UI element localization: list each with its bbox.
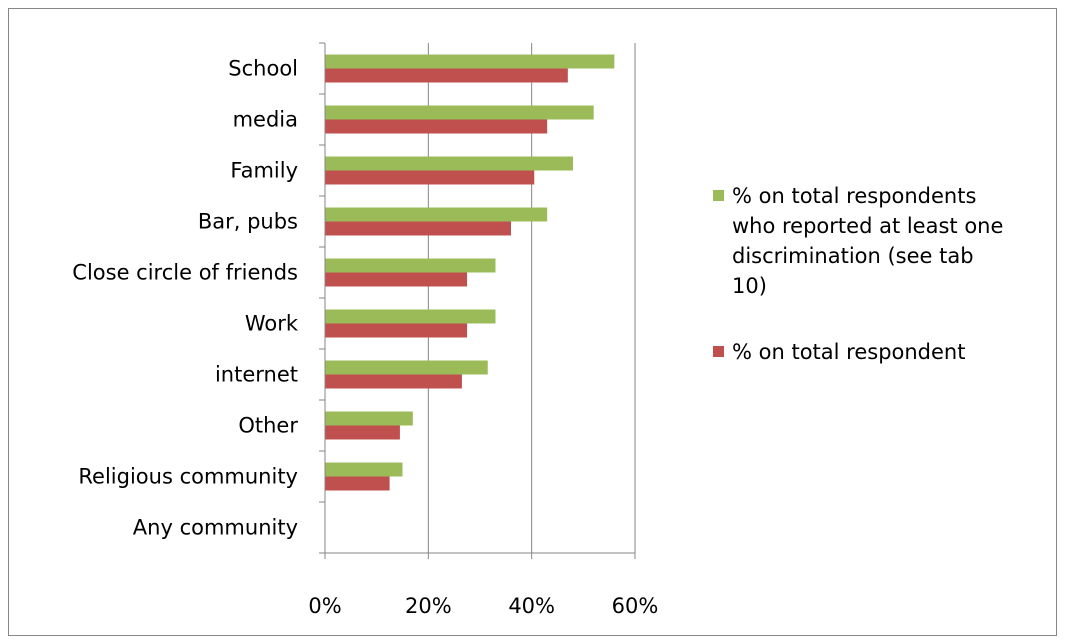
category-label: School [228, 57, 298, 81]
category-label: Religious community [78, 465, 298, 489]
category-label: Other [238, 414, 298, 438]
legend-entry: % on total respondents who reported at le… [732, 184, 1003, 298]
bar [325, 207, 548, 222]
bar [325, 258, 496, 273]
x-tick-label: 0% [308, 594, 341, 618]
axes [319, 42, 636, 559]
bar [325, 221, 511, 236]
bar [325, 462, 403, 477]
bar [325, 309, 496, 324]
legend-entry: % on total respondent [732, 340, 965, 364]
x-tick-label: 40% [508, 594, 555, 618]
bar [325, 323, 468, 338]
bar [325, 272, 468, 287]
bar [325, 411, 413, 426]
legend-swatch [713, 346, 724, 357]
category-label: media [233, 108, 298, 132]
category-label: Close circle of friends [72, 261, 298, 285]
category-label: Family [230, 159, 298, 183]
category-label: Work [245, 312, 299, 336]
x-tick-label: 60% [612, 594, 659, 618]
bar [325, 68, 568, 83]
legend-swatch [713, 190, 724, 201]
bar [325, 156, 573, 171]
bar [325, 105, 594, 120]
category-label: Any community [133, 516, 298, 540]
category-label: internet [215, 363, 298, 387]
legend: % on total respondents who reported at le… [713, 184, 1003, 364]
category-label: Bar, pubs [198, 210, 298, 234]
labels: 0% 20% 40% 60% School media Family Bar, pubs Clo… [72, 57, 658, 619]
bar [325, 119, 548, 134]
bar [325, 170, 535, 185]
bars [325, 54, 615, 491]
bar [325, 360, 488, 375]
bar [325, 374, 462, 389]
x-tick-label: 20% [405, 594, 452, 618]
bar [325, 425, 400, 440]
bar [325, 476, 390, 491]
bar [325, 54, 615, 69]
